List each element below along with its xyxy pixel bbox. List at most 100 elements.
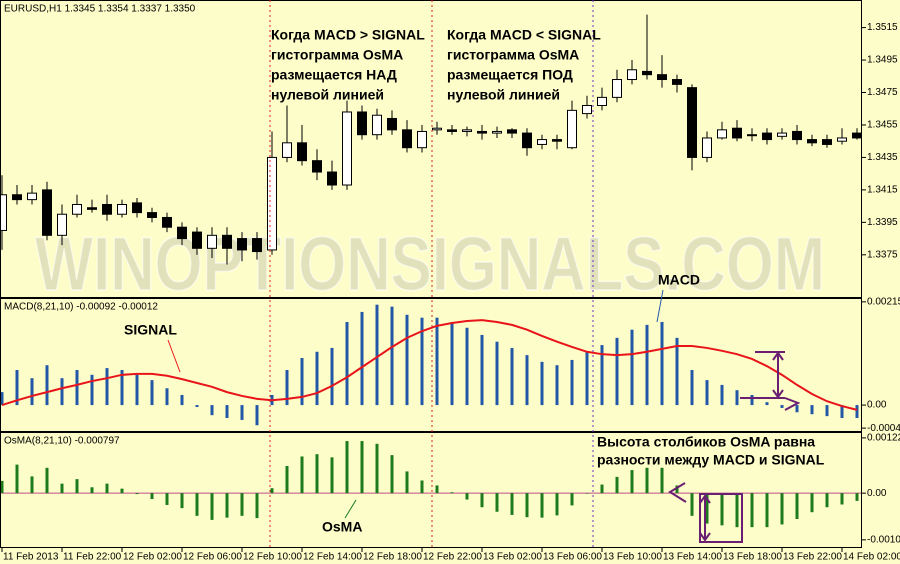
candle-body [372, 114, 382, 136]
histogram-bar [315, 454, 319, 494]
annotation: размещается ПОД [447, 67, 573, 83]
series-label: MACD [658, 272, 700, 288]
histogram-bar [510, 347, 514, 406]
histogram-bar [480, 493, 484, 508]
candle-body [132, 202, 142, 214]
candle-body [402, 129, 412, 149]
bracket [668, 351, 801, 543]
histogram-bar [435, 317, 439, 406]
candle-body [672, 79, 682, 85]
candle-body [657, 74, 667, 81]
histogram-bar [495, 341, 499, 406]
histogram-bar [600, 484, 604, 494]
candle-body [72, 203, 82, 215]
histogram-bar [525, 355, 529, 406]
x-tick-label: 14 Feb 02:00 [843, 552, 900, 563]
x-tick-label: 12 Feb 10:00 [243, 552, 302, 563]
histogram-bar [600, 345, 604, 406]
histogram-bar [570, 359, 574, 406]
histogram-bar [90, 374, 94, 406]
histogram-bar [270, 488, 274, 494]
histogram-bar [345, 441, 349, 494]
histogram-bar [615, 476, 619, 494]
macd-pane-frame [0, 298, 862, 432]
histogram-bar [420, 480, 424, 494]
candle-body [747, 134, 757, 137]
histogram-bar [30, 378, 34, 406]
candle-body [702, 137, 712, 158]
price-pane-frame [0, 0, 862, 298]
histogram-bar [570, 493, 574, 506]
candle-body [687, 87, 697, 158]
x-tick-label: 11 Feb 22:00 [63, 552, 122, 563]
candle-body [222, 234, 232, 249]
x-tick-label: 12 Feb 06:00 [183, 552, 242, 563]
histogram-bar [645, 324, 649, 406]
histogram-bar [705, 493, 709, 524]
candle-body [207, 234, 217, 249]
candle-body [567, 109, 577, 149]
histogram-bar [330, 457, 334, 494]
histogram-bar [165, 388, 169, 406]
histogram-bar [810, 405, 814, 415]
histogram-bar [210, 493, 214, 520]
candle-body [432, 127, 442, 131]
histogram-bar [60, 483, 64, 494]
histogram-bar [465, 327, 469, 406]
histogram-bar [90, 487, 94, 494]
histogram-bar [540, 493, 544, 518]
annotation: Высота столбиков OsMA равна [597, 434, 815, 450]
x-tick-label: 13 Feb 02:00 [483, 552, 542, 563]
histogram-bar [330, 347, 334, 406]
pane-header: MACD(8,21,10) -0.00092 -0.00012 [4, 302, 158, 313]
histogram-bar [225, 405, 229, 419]
histogram-bar [660, 467, 664, 494]
histogram-bar [555, 493, 559, 516]
candle-body [552, 139, 562, 142]
annotation: гистограмма OsMA [271, 47, 403, 63]
x-tick-label: 12 Feb 18:00 [363, 552, 422, 563]
watermark: WINOPTIONSIGNALS.COM [35, 222, 825, 307]
x-tick-label: 13 Feb 22:00 [783, 552, 842, 563]
y-tick-label: 1.3395 [867, 217, 898, 228]
histogram-bar [630, 470, 634, 494]
histogram-bar [435, 485, 439, 494]
candle-body [642, 70, 652, 76]
histogram-bar [780, 405, 784, 408]
y-tick-label: 1.3455 [867, 120, 898, 131]
histogram-bar [315, 351, 319, 406]
candle-body [282, 142, 292, 158]
histogram-bar [675, 337, 679, 406]
pane-header: EURUSD,H1 1.3345 1.3354 1.3337 1.3350 [4, 4, 196, 15]
annotation: нулевой линией [447, 87, 560, 103]
histogram-bar [525, 493, 529, 518]
histogram-bar [15, 370, 19, 406]
histogram-bar [720, 493, 724, 526]
histogram-bar [480, 334, 484, 406]
series-label: OsMA [322, 519, 362, 535]
histogram-bar [120, 370, 124, 406]
candle-body [57, 213, 67, 236]
histogram-bar [825, 493, 829, 508]
histogram-bar [795, 405, 799, 413]
candle-body [612, 79, 622, 98]
candle-body [792, 130, 802, 141]
histogram-bar [690, 493, 694, 516]
y-tick-label: 1.3475 [867, 87, 898, 98]
candle-body [417, 130, 427, 149]
histogram-bar [450, 492, 454, 494]
histogram-bar [255, 405, 259, 426]
histogram-bar [855, 493, 859, 501]
candle-body [522, 132, 532, 149]
histogram-bar [420, 317, 424, 406]
candle-body [837, 137, 847, 142]
histogram-bar [150, 493, 154, 500]
candle-body [447, 129, 457, 132]
x-tick-label: 13 Feb 10:00 [603, 552, 662, 563]
x-tick-label: 13 Feb 14:00 [663, 552, 722, 563]
histogram-bar [855, 405, 859, 419]
histogram-bar [675, 485, 679, 494]
histogram-bar [60, 378, 64, 406]
histogram-bar [375, 304, 379, 406]
